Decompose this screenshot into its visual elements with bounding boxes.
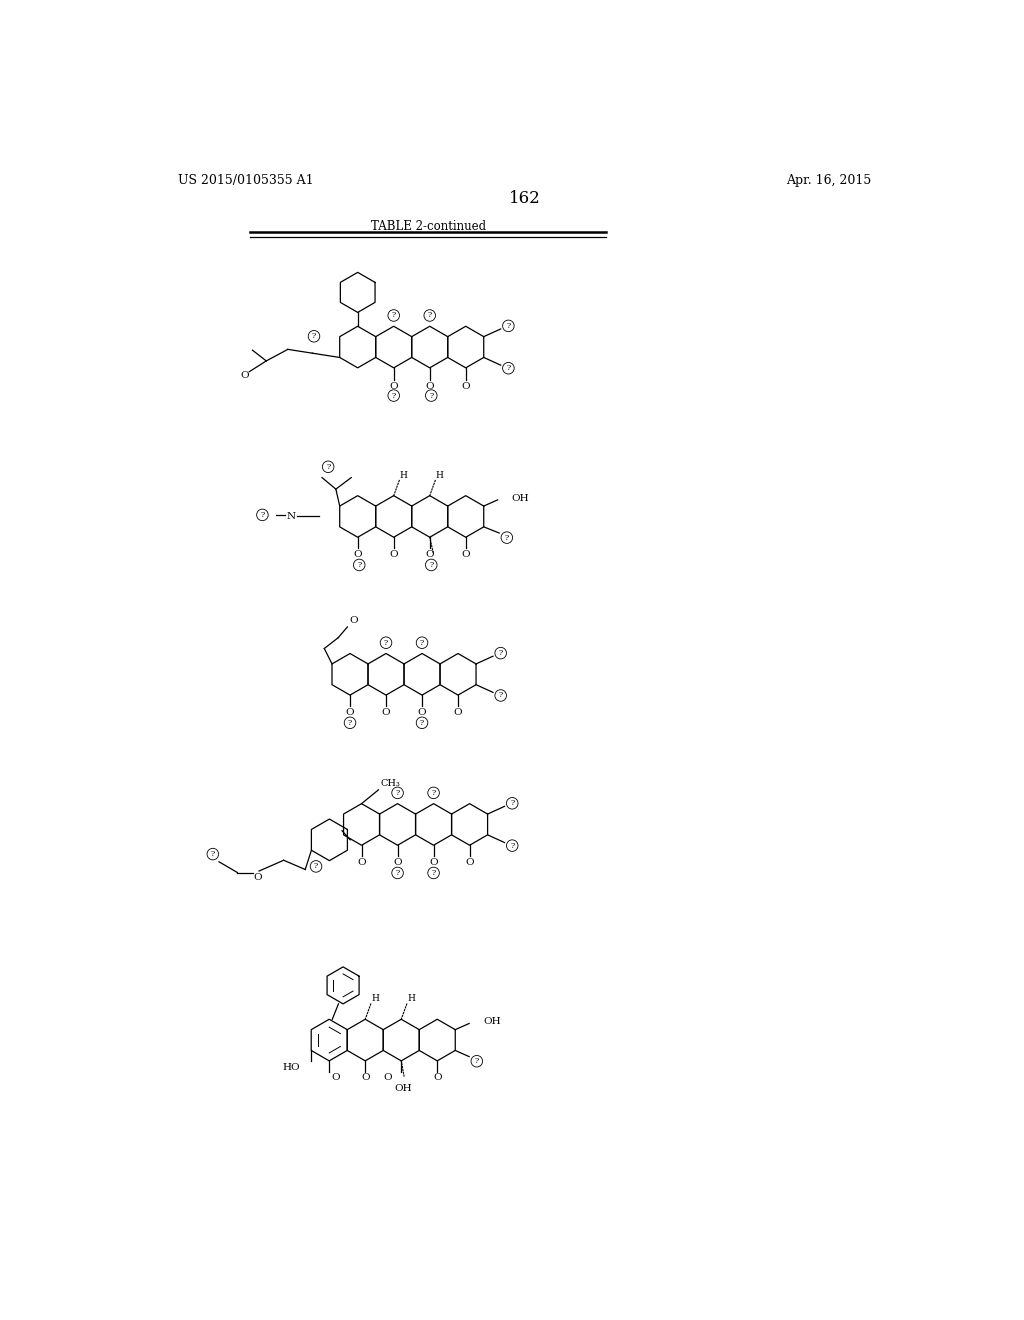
- Text: O: O: [357, 858, 366, 867]
- Text: O: O: [462, 381, 470, 391]
- Text: Apr. 16, 2015: Apr. 16, 2015: [786, 174, 871, 187]
- Text: O: O: [418, 708, 426, 717]
- Text: O: O: [253, 873, 262, 882]
- Text: ?: ?: [510, 842, 514, 850]
- Text: ?: ?: [420, 639, 424, 647]
- Text: ?: ?: [326, 463, 331, 471]
- Text: O: O: [454, 708, 463, 717]
- Text: H: H: [408, 994, 415, 1003]
- Text: CH₃: CH₃: [381, 779, 400, 788]
- Text: ?: ?: [395, 869, 399, 876]
- Text: ?: ?: [475, 1057, 479, 1065]
- Text: ?: ?: [499, 649, 503, 657]
- Text: ?: ?: [211, 850, 215, 858]
- Text: O: O: [331, 1073, 340, 1082]
- Text: ?: ?: [348, 719, 352, 727]
- Text: ?: ?: [429, 392, 433, 400]
- Text: N: N: [287, 512, 296, 521]
- Text: ?: ?: [357, 561, 361, 569]
- Text: ?: ?: [431, 789, 435, 797]
- Text: ?: ?: [391, 312, 396, 319]
- Text: O: O: [382, 708, 390, 717]
- Text: ?: ?: [429, 561, 433, 569]
- Text: ?: ?: [314, 862, 318, 870]
- Text: O: O: [465, 858, 474, 867]
- Text: ?: ?: [506, 364, 511, 372]
- Text: O: O: [360, 1073, 370, 1082]
- Text: ?: ?: [431, 869, 435, 876]
- Text: 162: 162: [509, 190, 541, 207]
- Text: ?: ?: [510, 800, 514, 808]
- Text: H: H: [435, 471, 443, 480]
- Text: O: O: [353, 549, 362, 558]
- Text: OH: OH: [394, 1084, 412, 1093]
- Text: O: O: [346, 708, 354, 717]
- Text: US 2015/0105355 A1: US 2015/0105355 A1: [178, 174, 314, 187]
- Text: ?: ?: [312, 333, 316, 341]
- Text: OH: OH: [511, 494, 529, 503]
- Text: H: H: [399, 471, 407, 480]
- Text: O: O: [389, 381, 398, 391]
- Text: O: O: [349, 616, 357, 626]
- Text: TABLE 2-continued: TABLE 2-continued: [371, 219, 486, 232]
- Text: H: H: [372, 994, 379, 1003]
- Text: ?: ?: [260, 511, 264, 519]
- Text: ?: ?: [420, 719, 424, 727]
- Text: O: O: [425, 549, 434, 558]
- Text: O: O: [389, 549, 398, 558]
- Text: O: O: [433, 1073, 441, 1082]
- Text: O: O: [241, 371, 249, 380]
- Text: O: O: [429, 858, 438, 867]
- Text: ?: ?: [395, 789, 399, 797]
- Text: O: O: [393, 858, 401, 867]
- Text: ?: ?: [428, 312, 432, 319]
- Text: O: O: [425, 381, 434, 391]
- Text: ?: ?: [505, 533, 509, 541]
- Text: ?: ?: [384, 639, 388, 647]
- Text: O: O: [383, 1073, 392, 1082]
- Text: O: O: [462, 549, 470, 558]
- Text: ?: ?: [391, 392, 396, 400]
- Text: ?: ?: [506, 322, 511, 330]
- Text: HO: HO: [283, 1063, 300, 1072]
- Text: OH: OH: [483, 1018, 501, 1027]
- Text: ?: ?: [499, 692, 503, 700]
